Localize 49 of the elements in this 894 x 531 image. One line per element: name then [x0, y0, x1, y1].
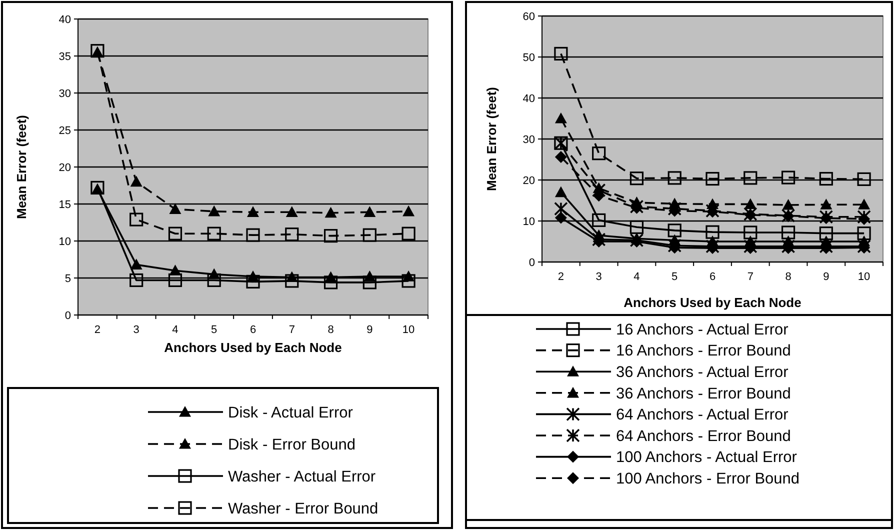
legend-label: 36 Anchors - Actual Error — [616, 364, 788, 382]
x-tick-label: 3 — [133, 324, 140, 336]
y-tick-label: 0 — [528, 256, 535, 269]
legend-label: 16 Anchors - Error Bound — [616, 342, 791, 360]
x-tick-label: 6 — [250, 324, 256, 336]
x-tick-label: 10 — [858, 271, 870, 283]
legend-label: 100 Anchors - Error Bound — [616, 470, 800, 488]
x-tick-label: 4 — [172, 324, 178, 336]
legend-label: Washer - Error Bound — [228, 500, 378, 518]
y-tick-label: 40 — [522, 92, 535, 105]
legend-label: Disk - Actual Error — [228, 404, 353, 422]
x-tick-label: 3 — [596, 271, 602, 283]
legend-label: 64 Anchors - Actual Error — [616, 406, 788, 424]
x-axis-title: Anchors Used by Each Node — [624, 295, 802, 310]
y-tick-label: 25 — [58, 124, 71, 137]
y-axis-title: Mean Error (feet) — [484, 86, 499, 192]
x-tick-label: 7 — [747, 271, 754, 283]
y-tick-label: 20 — [58, 162, 71, 174]
x-tick-label: 9 — [366, 324, 373, 336]
legend-label: 100 Anchors - Actual Error — [616, 449, 797, 466]
x-tick-label: 8 — [328, 324, 334, 336]
y-tick-label: 50 — [522, 52, 535, 64]
x-tick-label: 9 — [823, 271, 830, 283]
y-tick-label: 35 — [58, 50, 71, 63]
legend-label: 16 Anchors - Actual Error — [616, 321, 788, 338]
y-axis-title: Mean Error (feet) — [14, 114, 29, 220]
x-tick-label: 2 — [558, 271, 564, 283]
x-tick-label: 10 — [402, 324, 415, 336]
y-tick-label: 20 — [522, 174, 535, 187]
y-tick-label: 60 — [522, 10, 535, 23]
legend-label: Washer - Actual Error — [228, 468, 376, 486]
legend-label: Disk - Error Bound — [228, 436, 356, 454]
y-tick-label: 10 — [58, 236, 71, 248]
y-tick-label: 10 — [522, 216, 535, 228]
x-tick-label: 5 — [672, 271, 678, 283]
x-tick-label: 2 — [94, 324, 101, 336]
x-tick-label: 8 — [785, 271, 792, 283]
x-tick-label: 7 — [288, 324, 295, 336]
legend-label: 36 Anchors - Error Bound — [616, 385, 791, 402]
y-tick-label: 30 — [522, 134, 535, 146]
y-tick-label: 0 — [64, 310, 71, 322]
x-tick-label: 6 — [709, 271, 716, 283]
y-tick-label: 40 — [58, 14, 71, 26]
x-axis-title: Anchors Used by Each Node — [164, 340, 342, 355]
y-tick-label: 30 — [58, 88, 71, 100]
x-tick-label: 5 — [211, 324, 218, 336]
y-tick-label: 15 — [58, 198, 71, 211]
x-tick-label: 4 — [634, 271, 640, 283]
legend-label: 64 Anchors - Error Bound — [616, 428, 791, 445]
